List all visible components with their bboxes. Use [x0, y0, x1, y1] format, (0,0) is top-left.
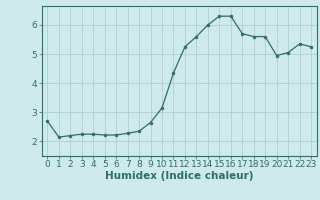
X-axis label: Humidex (Indice chaleur): Humidex (Indice chaleur) [105, 171, 253, 181]
